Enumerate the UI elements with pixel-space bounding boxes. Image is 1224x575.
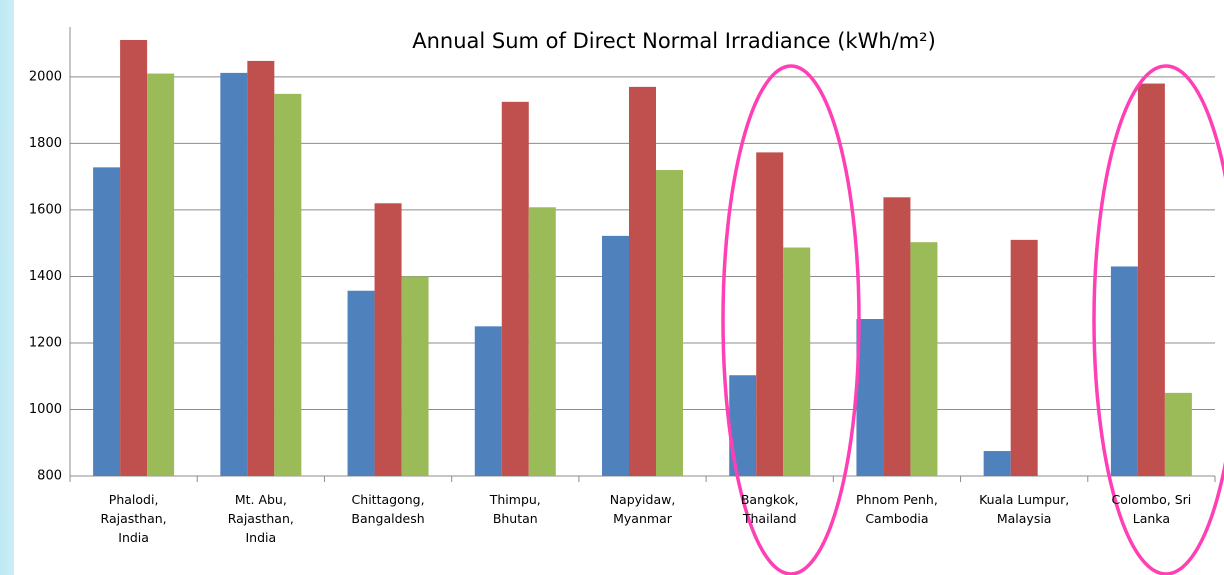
chart: Annual Sum of Direct Normal Irradiance (… xyxy=(29,27,1224,575)
x-tick-label: Phnom Penh, Cambodia xyxy=(856,492,938,526)
y-tick-label: 2000 xyxy=(29,69,62,84)
y-tick-label: 1600 xyxy=(29,202,62,217)
chart-title: Annual Sum of Direct Normal Irradiance (… xyxy=(412,29,936,53)
bar xyxy=(910,242,938,476)
y-tick-label: 800 xyxy=(37,469,62,484)
bar xyxy=(120,39,148,477)
bar xyxy=(1164,392,1192,476)
bar xyxy=(629,86,656,476)
bar xyxy=(883,197,911,476)
bar xyxy=(983,451,1011,476)
bar xyxy=(656,170,683,476)
highlight-ellipse xyxy=(1092,64,1224,575)
y-tick-label: 1800 xyxy=(29,136,62,151)
x-tick-label: Kuala Lumpur, Malaysia xyxy=(979,492,1070,526)
bar xyxy=(474,326,502,476)
bar xyxy=(1137,83,1165,476)
bar xyxy=(401,276,429,476)
bar xyxy=(93,167,121,477)
bar xyxy=(374,203,402,476)
bar xyxy=(220,72,248,477)
bar xyxy=(274,93,302,477)
bar xyxy=(147,73,175,477)
y-tick-label: 1200 xyxy=(29,335,62,350)
y-tick-label: 1400 xyxy=(29,269,62,284)
highlight-ellipse xyxy=(721,64,861,575)
x-tick-label: Napyidaw, Myanmar xyxy=(609,492,676,526)
bar xyxy=(528,207,556,476)
bar xyxy=(756,152,784,477)
bar xyxy=(783,247,811,476)
x-tick-label: Phalodi, Rajasthan, India xyxy=(100,492,167,545)
bar xyxy=(1010,239,1038,476)
x-tick-label: Thimpu, Bhutan xyxy=(489,492,541,526)
x-tick-label: Colombo, Sri Lanka xyxy=(1111,492,1192,526)
y-tick-label: 1000 xyxy=(29,402,62,417)
chart-area: Annual Sum of Direct Normal Irradiance (… xyxy=(14,0,1224,575)
bar xyxy=(247,60,275,477)
x-tick-label: Mt. Abu, Rajasthan, India xyxy=(227,492,294,545)
x-tick-label: Chittagong, Bangaldesh xyxy=(351,492,425,526)
bar xyxy=(347,290,375,476)
bar xyxy=(856,319,884,476)
bar xyxy=(602,235,629,476)
bar xyxy=(501,101,529,476)
bar xyxy=(1110,266,1138,476)
x-tick-label: Bangkok, Thailand xyxy=(740,492,799,526)
